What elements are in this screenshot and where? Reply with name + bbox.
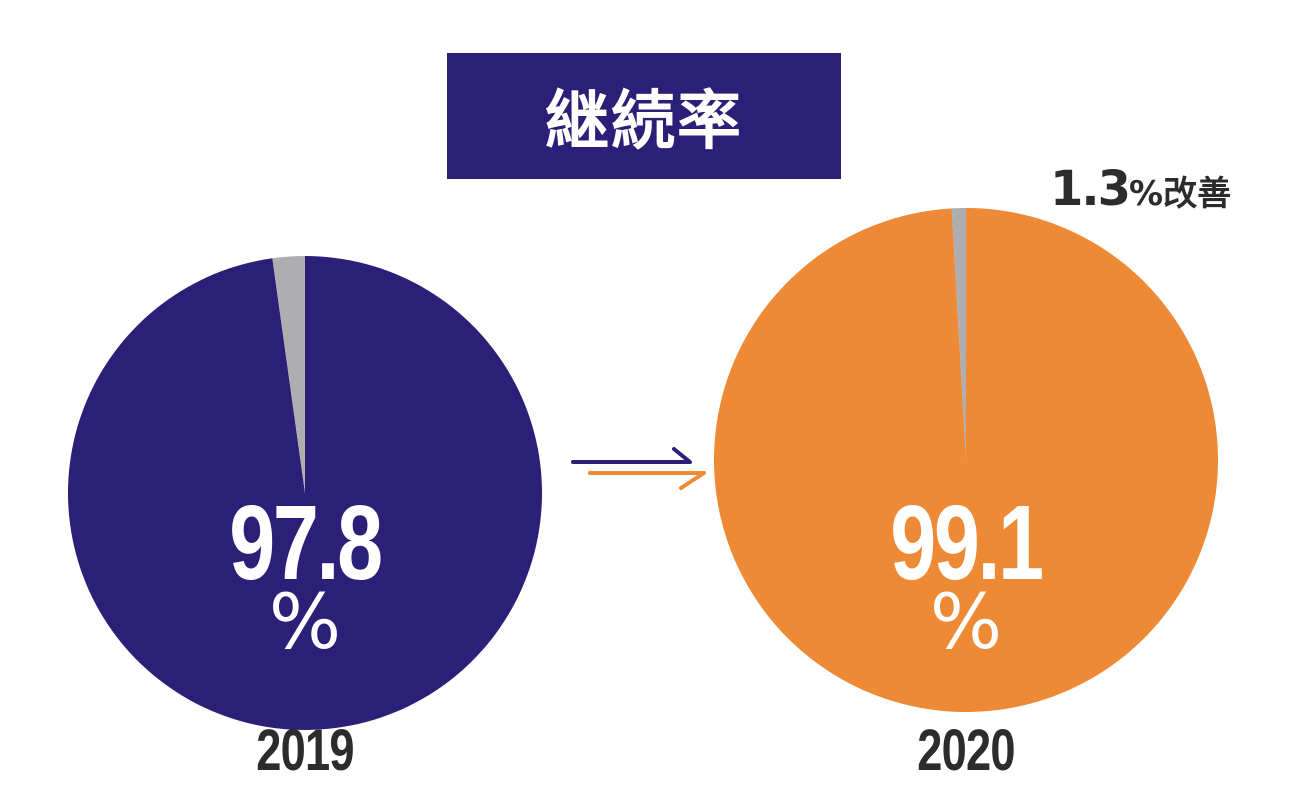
improvement-text: %改善 <box>1129 174 1232 214</box>
arrow-navy-line <box>571 447 692 464</box>
improvement-annotation: 1.3%改善 <box>1050 165 1231 213</box>
pie-slice-2020-remainder <box>951 208 966 460</box>
pie-unit-2019: % <box>268 577 342 666</box>
pie-2019 <box>68 256 543 730</box>
pie-2020 <box>714 208 1219 712</box>
pie-slice-2019-remainder <box>272 256 305 493</box>
pie-value-2020: 99.1 <box>890 484 1044 602</box>
transition-arrow <box>571 447 706 490</box>
pie-slice-2019-retained <box>68 256 543 730</box>
title-box: 継続率 <box>447 53 841 179</box>
pie-unit-2020: % <box>929 577 1003 666</box>
chart-title: 継続率 <box>545 85 743 159</box>
year-label-2019: 2019 <box>256 718 354 783</box>
improvement-value: 1.3 <box>1050 161 1131 217</box>
pie-value-2019: 97.8 <box>229 484 383 602</box>
year-label-2020: 2020 <box>917 718 1015 783</box>
pie-slice-2020-retained <box>714 208 1219 712</box>
arrow-orange-line <box>588 471 706 490</box>
